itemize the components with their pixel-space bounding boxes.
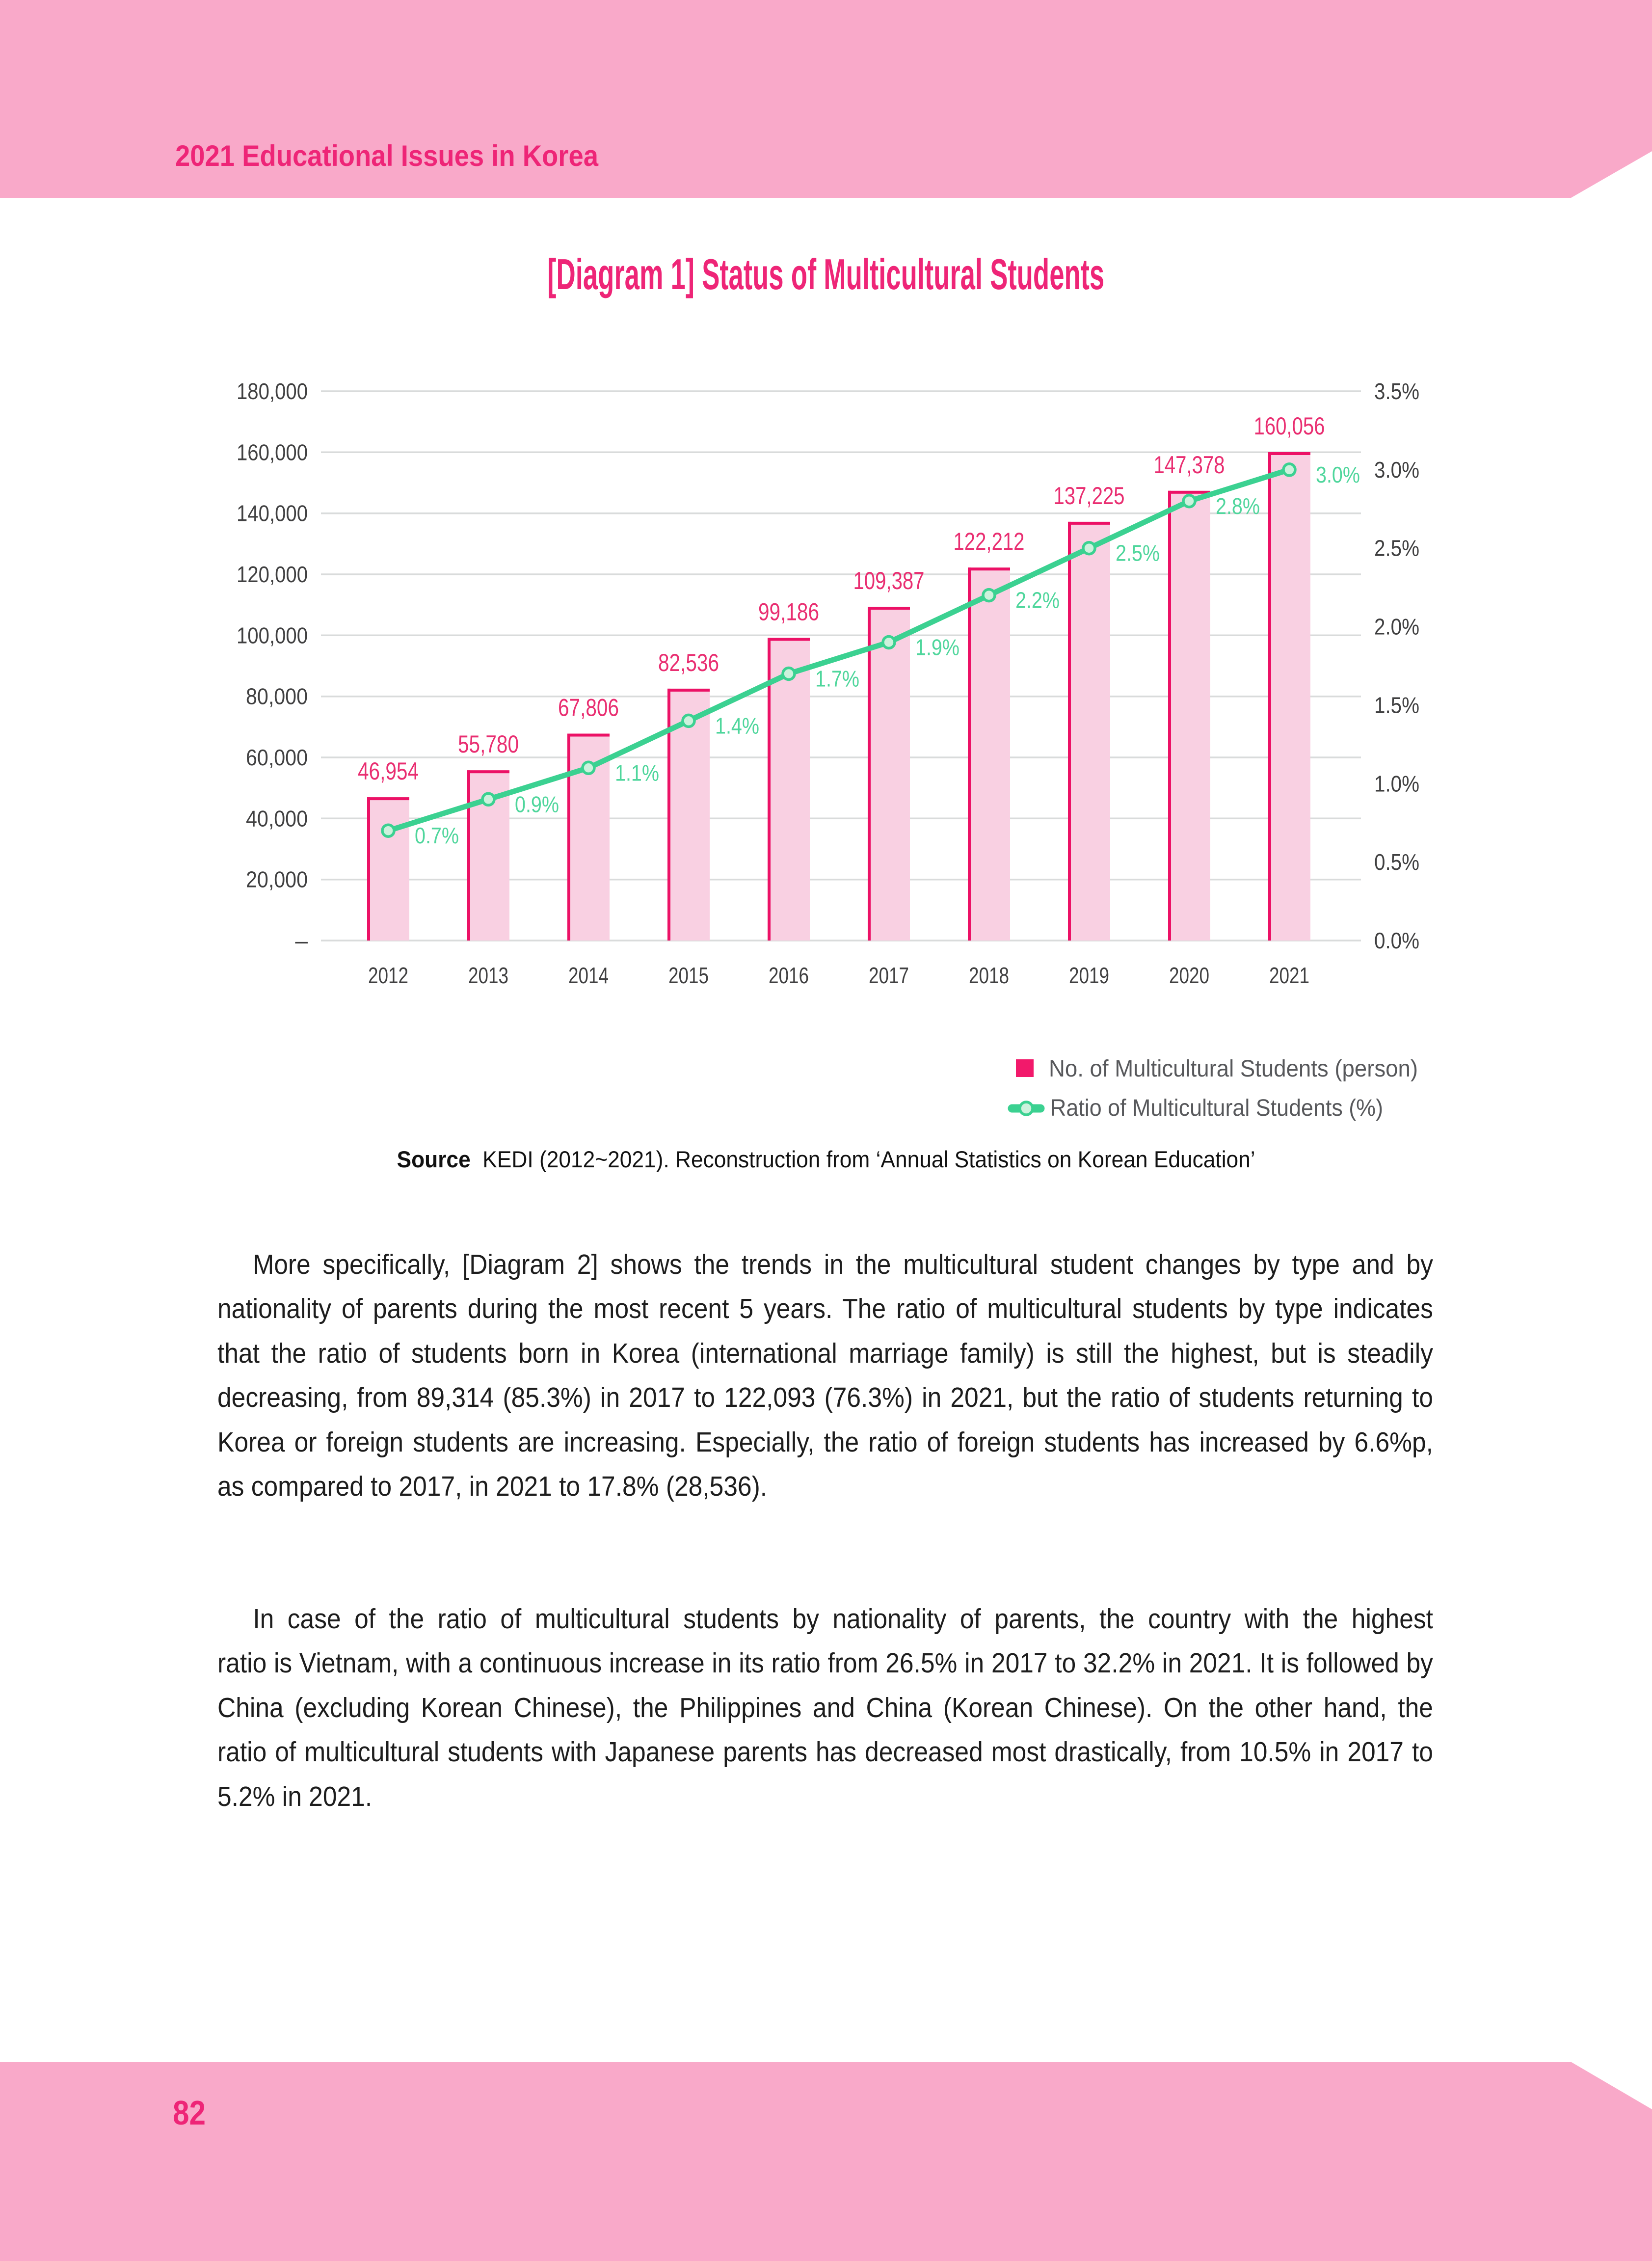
- svg-text:–: –: [295, 928, 308, 953]
- svg-text:3.5%: 3.5%: [1374, 378, 1419, 404]
- svg-text:122,212: 122,212: [954, 528, 1025, 555]
- svg-text:1.4%: 1.4%: [715, 713, 759, 738]
- svg-text:2016: 2016: [769, 963, 809, 988]
- svg-text:99,186: 99,186: [758, 598, 819, 625]
- svg-text:1.9%: 1.9%: [915, 635, 959, 660]
- svg-text:80,000: 80,000: [246, 684, 308, 709]
- svg-text:2018: 2018: [969, 963, 1009, 988]
- svg-text:2012: 2012: [368, 963, 408, 988]
- svg-text:100,000: 100,000: [237, 622, 308, 648]
- svg-text:0.0%: 0.0%: [1374, 928, 1419, 953]
- svg-text:2.5%: 2.5%: [1374, 536, 1419, 561]
- svg-text:2013: 2013: [468, 963, 508, 988]
- svg-text:2.0%: 2.0%: [1374, 614, 1419, 640]
- svg-text:2.2%: 2.2%: [1015, 588, 1060, 613]
- svg-text:2021: 2021: [1269, 963, 1309, 988]
- svg-text:3.0%: 3.0%: [1316, 462, 1360, 487]
- svg-text:2.5%: 2.5%: [1116, 540, 1160, 566]
- svg-text:3.0%: 3.0%: [1374, 457, 1419, 483]
- svg-text:147,378: 147,378: [1154, 451, 1225, 479]
- svg-text:180,000: 180,000: [237, 378, 308, 404]
- svg-text:Ratio of Multicultural Student: Ratio of Multicultural Students (%): [1050, 1095, 1383, 1121]
- svg-text:0.5%: 0.5%: [1374, 849, 1419, 875]
- svg-text:160,000: 160,000: [237, 439, 308, 465]
- svg-text:1.5%: 1.5%: [1374, 692, 1419, 718]
- svg-text:2019: 2019: [1069, 963, 1109, 988]
- svg-text:0.9%: 0.9%: [515, 791, 559, 817]
- svg-text:2014: 2014: [568, 963, 609, 988]
- svg-text:60,000: 60,000: [246, 745, 308, 770]
- svg-text:No. of Multicultural Students: No. of Multicultural Students (person): [1049, 1056, 1418, 1082]
- svg-text:1.7%: 1.7%: [815, 666, 859, 692]
- svg-text:67,806: 67,806: [558, 694, 619, 722]
- svg-text:2015: 2015: [668, 963, 709, 988]
- svg-text:137,225: 137,225: [1054, 482, 1125, 510]
- svg-text:1.0%: 1.0%: [1374, 771, 1419, 796]
- svg-text:0.7%: 0.7%: [415, 823, 459, 848]
- svg-text:82,536: 82,536: [658, 649, 719, 676]
- svg-text:2017: 2017: [869, 963, 909, 988]
- svg-text:55,780: 55,780: [458, 730, 519, 758]
- svg-text:109,387: 109,387: [853, 567, 925, 594]
- svg-text:40,000: 40,000: [246, 806, 308, 831]
- svg-text:1.1%: 1.1%: [615, 760, 659, 785]
- svg-text:140,000: 140,000: [237, 501, 308, 526]
- svg-text:2.8%: 2.8%: [1216, 493, 1260, 519]
- svg-text:120,000: 120,000: [237, 562, 308, 587]
- svg-text:46,954: 46,954: [358, 757, 419, 785]
- svg-text:160,056: 160,056: [1254, 412, 1325, 440]
- svg-text:20,000: 20,000: [246, 867, 308, 892]
- svg-text:2020: 2020: [1169, 963, 1209, 988]
